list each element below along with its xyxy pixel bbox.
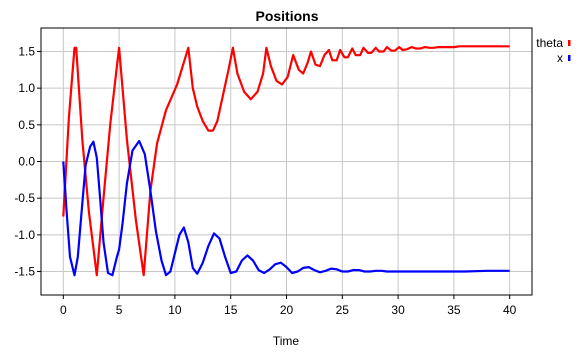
series-line-theta <box>62 45 510 277</box>
y-tick-label: 1.0 <box>18 81 35 95</box>
series-lines <box>62 45 510 277</box>
x-tick-label: 25 <box>336 303 350 317</box>
x-tick-label: 10 <box>168 303 182 317</box>
series-line-x <box>62 139 510 277</box>
x-tick-label: 15 <box>224 303 238 317</box>
y-tick-label: -0.5 <box>14 191 35 205</box>
legend-swatch-x <box>568 55 571 61</box>
x-tick-label: 0 <box>60 303 67 317</box>
x-tick-label: 30 <box>391 303 405 317</box>
legend-label-x: x <box>557 51 563 65</box>
x-tick-label: 5 <box>116 303 123 317</box>
y-tick-label: 0.5 <box>18 118 35 132</box>
y-tick-label: -1.5 <box>14 265 35 279</box>
y-tick-label: 0.0 <box>18 155 35 169</box>
y-tick-label: -1.0 <box>14 228 35 242</box>
y-tick-label: 1.5 <box>18 44 35 58</box>
chart-title: Positions <box>255 8 318 24</box>
x-tick-label: 35 <box>447 303 461 317</box>
legend-swatch-theta <box>568 40 571 46</box>
grid <box>41 28 532 295</box>
legend-label-theta: theta <box>536 36 563 50</box>
x-axis-label: Time <box>273 334 300 348</box>
x-tick-label: 20 <box>280 303 294 317</box>
axis-ticks: 0 5 10 15 20 25 30 35 40 1.5 1.0 0.5 0.0 -0.5 -1.0 -1.5 <box>14 44 516 317</box>
x-tick-label: 40 <box>503 303 517 317</box>
